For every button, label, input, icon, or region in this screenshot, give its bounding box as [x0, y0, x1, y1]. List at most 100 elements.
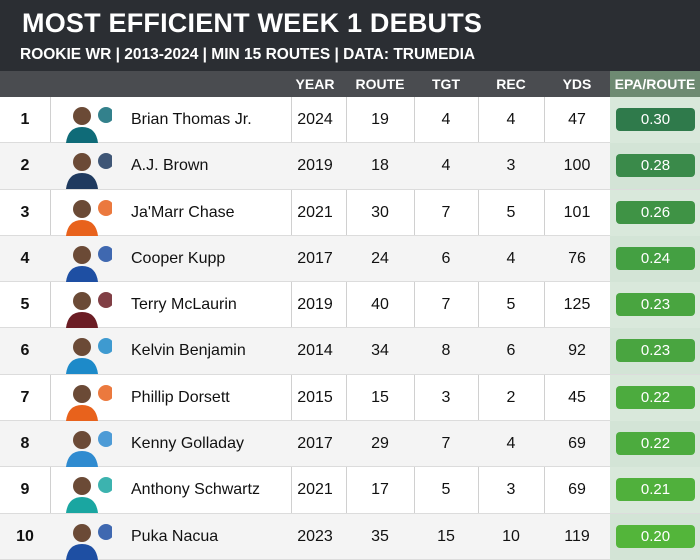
team-logo-icon — [98, 107, 112, 123]
table-row: 4 Cooper Kupp 2017 24 6 4 76 0.24 — [0, 235, 700, 283]
col-header-tgt: TGT — [432, 76, 460, 92]
yds-cell: 69 — [568, 435, 586, 453]
team-logo-icon — [98, 523, 112, 540]
tgt-cell: 4 — [441, 111, 451, 128]
table-row: 2 A.J. Brown 2019 18 4 3 100 0.28 — [0, 143, 700, 190]
tgt-cell: 15 — [437, 527, 455, 545]
jersey-icon — [66, 265, 98, 282]
face-icon — [73, 199, 91, 218]
table-body: 1 Brian Thomas Jr. 2024 19 4 4 47 0.30 2 A.J. Bro… — [0, 97, 700, 560]
rec-cell: 4 — [506, 249, 516, 267]
rec-cell: 2 — [506, 388, 516, 406]
table-row: 10 Puka Nacua 2023 35 15 10 119 0.20 — [0, 513, 700, 560]
rec-cell: 5 — [506, 203, 516, 221]
epa-cell: 0.22 — [610, 374, 700, 421]
player-headshot-icon — [66, 245, 112, 282]
yds-cell: 45 — [568, 388, 586, 406]
player-headshot-icon — [66, 107, 112, 143]
route-cell: 30 — [371, 203, 389, 221]
tgt-cell: 4 — [441, 157, 451, 175]
route-cell: 17 — [371, 481, 389, 499]
player-photo — [52, 143, 124, 190]
player-headshot-icon — [66, 292, 112, 329]
epa-cell: 0.30 — [610, 97, 700, 143]
route-cell: 19 — [371, 111, 389, 128]
face-icon — [73, 384, 91, 403]
tgt-cell: 7 — [441, 203, 451, 221]
epa-cell: 0.22 — [610, 421, 700, 468]
table-row: 9 Anthony Schwartz 2021 17 5 3 69 0.21 — [0, 467, 700, 514]
rank-cell: 8 — [20, 435, 30, 453]
epa-value-pill: 0.26 — [616, 200, 695, 224]
rec-cell: 4 — [506, 111, 516, 128]
face-icon — [73, 153, 91, 172]
player-photo — [52, 282, 124, 329]
rec-cell: 6 — [506, 342, 516, 360]
epa-cell: 0.28 — [610, 143, 700, 190]
route-cell: 34 — [371, 342, 389, 360]
epa-cell: 0.23 — [610, 282, 700, 329]
player-headshot-icon — [66, 199, 112, 236]
jersey-icon — [66, 173, 98, 190]
player-photo — [52, 375, 124, 421]
face-icon — [73, 477, 91, 496]
table-row: 1 Brian Thomas Jr. 2024 19 4 4 47 0.30 — [0, 97, 700, 144]
epa-value-pill: 0.30 — [616, 108, 695, 131]
face-icon — [73, 245, 91, 264]
rec-cell: 5 — [506, 296, 516, 314]
jersey-icon — [66, 497, 98, 514]
team-logo-icon — [98, 384, 112, 401]
player-name: Puka Nacua — [131, 527, 219, 545]
chart-title: MOST EFFICIENT WEEK 1 DEBUTS — [22, 8, 483, 38]
player-name: Kelvin Benjamin — [131, 342, 246, 360]
player-name: A.J. Brown — [131, 157, 209, 175]
tgt-cell: 7 — [441, 296, 451, 314]
route-cell: 35 — [371, 527, 389, 545]
epa-cell: 0.24 — [610, 235, 700, 282]
chart-subtitle: ROOKIE WR | 2013-2024 | MIN 15 ROUTES | … — [20, 46, 476, 63]
table-row: 8 Kenny Golladay 2017 29 7 4 69 0.22 — [0, 421, 700, 468]
table-row: 5 Terry McLaurin 2019 40 7 5 125 0.23 — [0, 282, 700, 329]
jersey-icon — [66, 358, 98, 375]
rec-cell: 10 — [502, 527, 520, 545]
team-logo-icon — [98, 292, 112, 309]
rank-cell: 4 — [20, 249, 30, 267]
year-cell: 2014 — [297, 342, 333, 360]
yds-cell: 119 — [564, 527, 590, 545]
header: MOST EFFICIENT WEEK 1 DEBUTS ROOKIE WR |… — [0, 0, 700, 71]
year-cell: 2024 — [297, 111, 333, 128]
player-name: Kenny Golladay — [131, 435, 244, 453]
yds-cell: 100 — [563, 157, 591, 175]
year-cell: 2021 — [297, 481, 333, 499]
year-cell: 2023 — [297, 527, 333, 545]
route-cell: 24 — [371, 249, 389, 267]
face-icon — [73, 431, 91, 450]
col-header-epa-route: EPA/ROUTE — [610, 71, 700, 97]
jersey-icon — [66, 451, 98, 468]
epa-value-pill: 0.24 — [616, 246, 695, 270]
jersey-icon — [66, 219, 98, 236]
player-headshot-icon — [66, 338, 112, 375]
player-photo — [52, 421, 124, 468]
epa-value-pill: 0.23 — [616, 339, 695, 363]
yds-cell: 92 — [568, 342, 586, 360]
player-headshot-icon — [66, 431, 112, 468]
year-cell: 2017 — [297, 435, 333, 453]
col-header-yds: YDS — [562, 76, 592, 92]
rank-cell: 10 — [16, 527, 34, 545]
epa-value-pill: 0.21 — [616, 478, 695, 502]
rank-cell: 3 — [20, 203, 30, 221]
table-row: 6 Kelvin Benjamin 2014 34 8 6 92 0.23 — [0, 328, 700, 375]
player-photo — [52, 236, 124, 282]
jersey-icon — [66, 404, 98, 421]
column-header-row: YEAR ROUTE TGT REC YDS EPA/ROUTE — [0, 71, 700, 97]
player-photo — [52, 467, 124, 514]
tgt-cell: 6 — [441, 249, 451, 267]
player-photo — [52, 328, 124, 375]
tgt-cell: 3 — [441, 388, 451, 406]
player-name: Brian Thomas Jr. — [131, 111, 252, 128]
player-headshot-icon — [66, 477, 112, 514]
jersey-icon — [66, 312, 98, 329]
year-cell: 2015 — [297, 388, 333, 406]
face-icon — [73, 107, 91, 125]
